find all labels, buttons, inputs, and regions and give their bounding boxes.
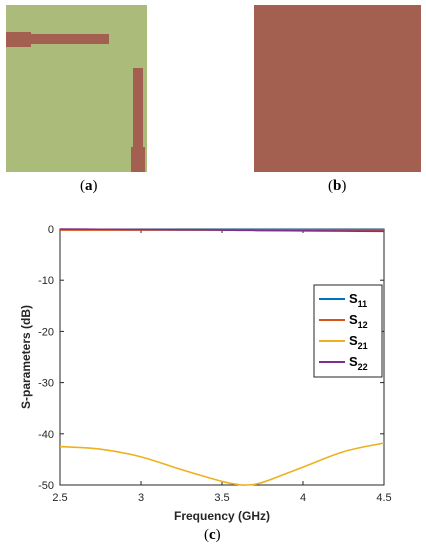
- series-line-S22: [59, 228, 385, 233]
- x-tick-label: 3.5: [214, 492, 229, 504]
- panel-a-strip-horizontal: [31, 34, 109, 44]
- y-tick-label: 0: [48, 224, 54, 236]
- y-tick-label: -50: [38, 480, 54, 492]
- panel-a-feed-horizontal: [6, 32, 31, 47]
- panel-a-strip-vertical: [133, 68, 143, 150]
- x-tick-label: 2.5: [52, 492, 67, 504]
- legend-label-S12: S12: [349, 312, 368, 330]
- panel-b-ground-plane: [254, 5, 421, 172]
- legend-label-S22: S22: [349, 354, 368, 372]
- panel-a-substrate: [6, 5, 147, 172]
- y-tick-label: -10: [38, 275, 54, 287]
- panel-c-label: (c): [204, 527, 221, 543]
- y-tick-label: -40: [38, 429, 54, 441]
- legend-label-S21: S21: [349, 333, 368, 351]
- y-axis-label: S-parameters (dB): [19, 305, 33, 409]
- panel-b-copper: [254, 5, 421, 172]
- panel-a-feed-vertical: [131, 147, 145, 172]
- y-tick-label: -30: [38, 378, 54, 390]
- s-parameter-chart: 2.5 3 3.5 4 4.5 0 -10 -20 -30 -40 -50 Frequency (GH…: [19, 224, 392, 523]
- y-tick-label: -20: [38, 326, 54, 338]
- x-tick-label: 4.5: [376, 492, 391, 504]
- x-tick-label: 3: [138, 492, 144, 504]
- legend-label-S11: S11: [349, 291, 367, 309]
- panel-b-label: (b): [328, 178, 347, 194]
- x-tick-label: 4: [300, 492, 306, 504]
- series-line-S21: [59, 442, 385, 486]
- x-axis-label: Frequency (GHz): [174, 509, 270, 523]
- panel-a-label: (a): [80, 178, 98, 194]
- panel-a-antenna-top: [6, 5, 147, 172]
